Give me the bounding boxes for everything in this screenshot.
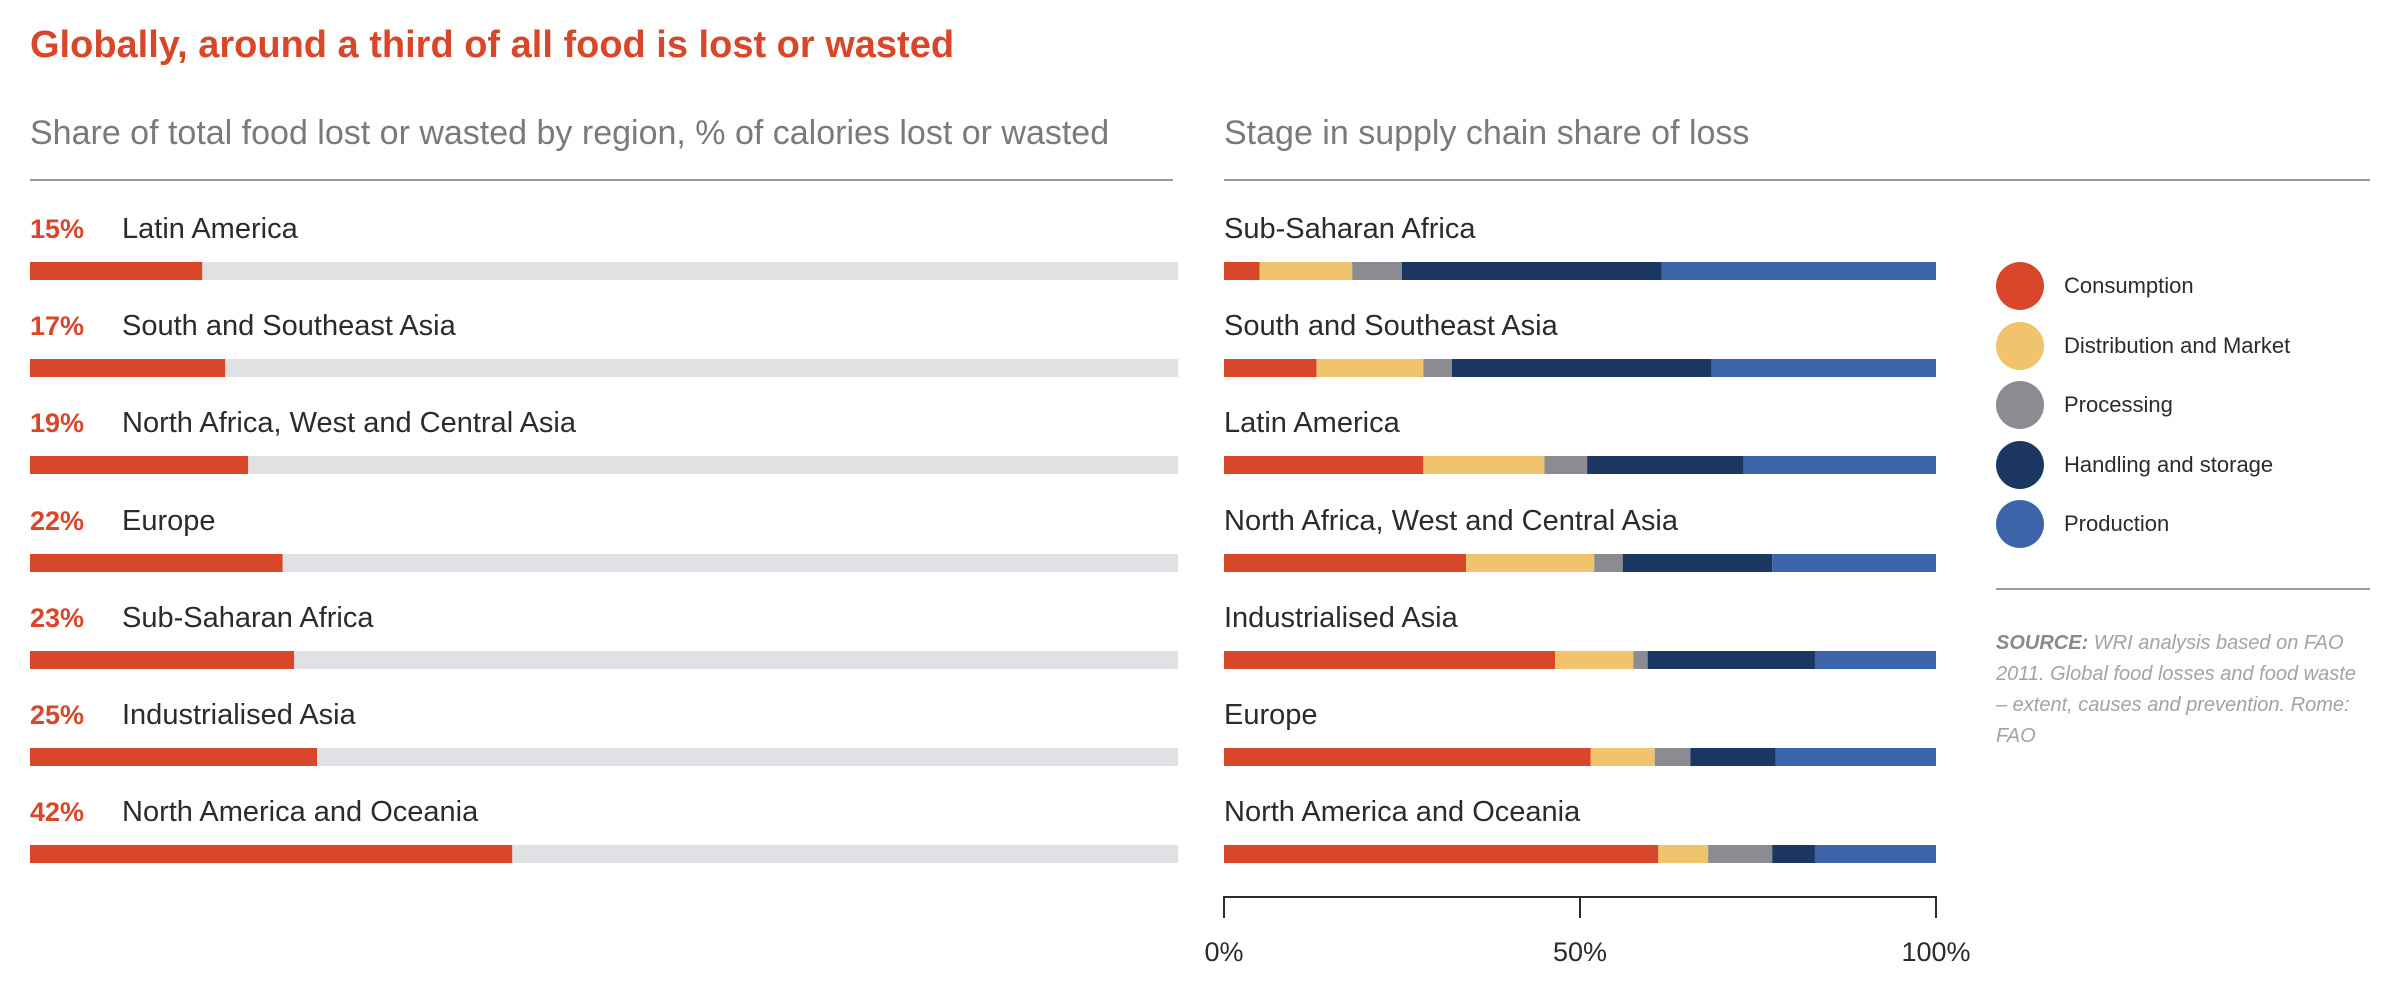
stage-segment-handling-and-storage bbox=[1587, 456, 1744, 474]
stage-segment-consumption bbox=[1224, 651, 1556, 669]
legend-item: Handling and storage bbox=[1996, 440, 2274, 489]
stage-segment-processing bbox=[1544, 456, 1588, 474]
region-name-label: Europe bbox=[122, 505, 216, 537]
region-bar-track bbox=[30, 651, 1178, 669]
stage-segment-distribution-and-market bbox=[1590, 748, 1655, 766]
right-chart-title: Stage in supply chain share of loss bbox=[1224, 114, 1750, 152]
stage-region-label: North Africa, West and Central Asia bbox=[1224, 505, 1679, 537]
region-bar-track bbox=[30, 554, 1178, 572]
stage-segment-distribution-and-market bbox=[1555, 651, 1634, 669]
legend-swatch bbox=[1996, 321, 2044, 370]
region-share-label: 42% bbox=[30, 797, 84, 827]
stage-segment-distribution-and-market bbox=[1466, 554, 1595, 572]
legend-label: Production bbox=[2064, 511, 2170, 536]
stage-segment-distribution-and-market bbox=[1658, 845, 1709, 863]
source-note: SOURCE: WRI analysis based on FAO 2011. … bbox=[1996, 628, 2370, 752]
stage-segment-handling-and-storage bbox=[1772, 845, 1815, 863]
region-share-bar bbox=[30, 748, 317, 766]
stage-segment-processing bbox=[1654, 748, 1691, 766]
stage-segment-handling-and-storage bbox=[1402, 262, 1662, 280]
legend-label: Distribution and Market bbox=[2064, 332, 2291, 358]
stage-segment-distribution-and-market bbox=[1316, 359, 1424, 377]
page-title: Globally, around a third of all food is … bbox=[30, 24, 955, 66]
stage-segment-handling-and-storage bbox=[1690, 748, 1776, 766]
region-name-label: Industrialised Asia bbox=[122, 699, 357, 731]
region-share-label: 15% bbox=[30, 214, 84, 244]
stage-segment-consumption bbox=[1224, 554, 1467, 572]
stage-segment-processing bbox=[1352, 262, 1402, 280]
region-share-bar bbox=[30, 262, 203, 280]
stage-segment-processing bbox=[1633, 651, 1648, 669]
right-title-divider bbox=[1224, 179, 2370, 181]
stage-segment-consumption bbox=[1224, 456, 1424, 474]
legend-swatch bbox=[1996, 440, 2044, 489]
stage-segment-processing bbox=[1594, 554, 1623, 572]
region-bar-track bbox=[30, 262, 1178, 280]
legend-label: Handling and storage bbox=[2064, 451, 2274, 477]
stage-segment-production bbox=[1661, 262, 1936, 280]
stage-segment-handling-and-storage bbox=[1622, 554, 1773, 572]
region-share-label: 19% bbox=[30, 408, 84, 438]
stage-segment-production bbox=[1711, 359, 1936, 377]
legend-swatch bbox=[1996, 381, 2044, 429]
region-share-label: 25% bbox=[30, 700, 84, 730]
stage-region-label: Sub-Saharan Africa bbox=[1224, 213, 1476, 245]
region-share-label: 22% bbox=[30, 506, 84, 536]
region-bar-track bbox=[30, 359, 1178, 377]
left-title-divider bbox=[30, 179, 1173, 181]
stage-segment-production bbox=[1772, 554, 1936, 572]
stage-region-label: Latin America bbox=[1224, 407, 1401, 439]
region-name-label: North America and Oceania bbox=[122, 796, 479, 828]
stage-segment-handling-and-storage bbox=[1647, 651, 1815, 669]
legend-swatch bbox=[1996, 262, 2044, 310]
region-name-label: South and Southeast Asia bbox=[122, 310, 457, 342]
stage-region-label: North America and Oceania bbox=[1224, 796, 1581, 828]
legend-item: Consumption bbox=[1996, 262, 2194, 310]
stage-region-label: South and Southeast Asia bbox=[1224, 310, 1559, 342]
region-share-bar bbox=[30, 359, 226, 377]
region-share-label: 17% bbox=[30, 311, 84, 341]
stage-segment-handling-and-storage bbox=[1451, 359, 1712, 377]
region-name-label: North Africa, West and Central Asia bbox=[122, 407, 577, 439]
stage-segment-processing bbox=[1708, 845, 1773, 863]
stage-segment-consumption bbox=[1224, 845, 1659, 863]
region-bar-track bbox=[30, 456, 1178, 474]
legend-item: Distribution and Market bbox=[1996, 321, 2291, 370]
stage-segment-production bbox=[1814, 845, 1936, 863]
stage-segment-distribution-and-market bbox=[1259, 262, 1353, 280]
x-axis-tick-label: 100% bbox=[1901, 937, 1970, 967]
region-share-bar bbox=[30, 845, 513, 863]
stage-segment-consumption bbox=[1224, 359, 1317, 377]
source-text: WRI analysis based on FAO 2011. Global f… bbox=[1996, 632, 2356, 747]
x-axis-tick-label: 50% bbox=[1553, 937, 1607, 967]
legend-item: Processing bbox=[1996, 381, 2173, 429]
legend-label: Processing bbox=[2064, 392, 2173, 417]
left-chart-title: Share of total food lost or wasted by re… bbox=[30, 114, 1110, 152]
stage-segment-processing bbox=[1423, 359, 1452, 377]
stage-segment-production bbox=[1814, 651, 1936, 669]
stage-region-label: Industrialised Asia bbox=[1224, 602, 1459, 634]
region-share-bar bbox=[30, 651, 295, 669]
region-name-label: Latin America bbox=[122, 213, 299, 245]
stage-segment-consumption bbox=[1224, 748, 1591, 766]
legend-item: Production bbox=[1996, 500, 2169, 548]
stage-region-label: Europe bbox=[1224, 699, 1318, 731]
region-name-label: Sub-Saharan Africa bbox=[122, 602, 374, 634]
stage-segment-production bbox=[1743, 456, 1936, 474]
source-label: SOURCE: bbox=[1996, 632, 2089, 654]
stage-segment-distribution-and-market bbox=[1423, 456, 1545, 474]
x-axis-tick-label: 0% bbox=[1204, 937, 1243, 967]
stage-segment-consumption bbox=[1224, 262, 1260, 280]
region-share-bar bbox=[30, 554, 283, 572]
legend-swatch bbox=[1996, 500, 2044, 548]
stage-segment-production bbox=[1775, 748, 1936, 766]
legend-label: Consumption bbox=[2064, 273, 2194, 298]
region-share-bar bbox=[30, 456, 249, 474]
region-share-label: 23% bbox=[30, 603, 84, 633]
legend-divider bbox=[1996, 588, 2370, 590]
